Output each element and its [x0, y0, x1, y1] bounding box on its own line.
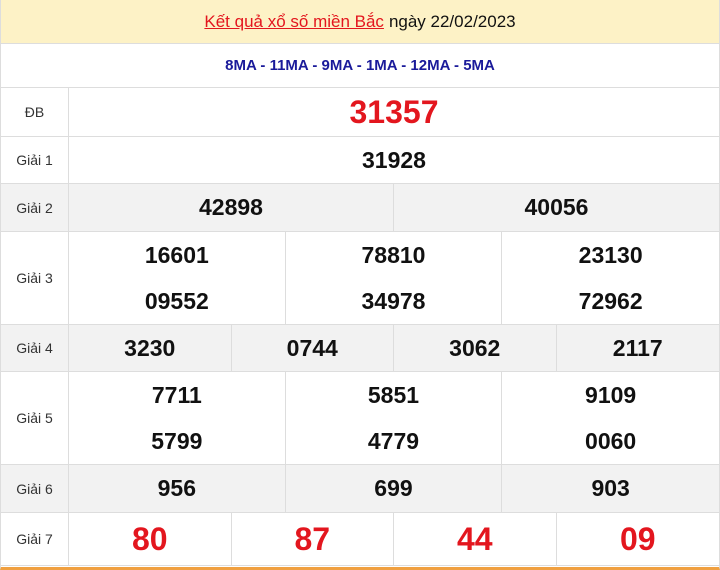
prize-row: Giải 2 42898 40056: [1, 184, 719, 232]
prize-number: 956: [69, 465, 286, 512]
special-codes: 8MA - 11MA - 9MA - 1MA - 12MA - 5MA: [1, 44, 719, 88]
prize-number: 34978: [286, 278, 503, 324]
prize-number: 903: [591, 475, 630, 501]
prize-number: 0060: [585, 427, 637, 454]
prize-row: Giải 6 956 699 903: [1, 465, 719, 513]
prize-number: 09: [619, 520, 656, 557]
prize-row: ĐB 31357: [1, 88, 719, 137]
prize-number: 87: [232, 513, 394, 565]
prize-row: Giải 1 31928: [1, 137, 719, 184]
prize-number: 9109: [585, 381, 637, 408]
prize-number: 3062: [394, 325, 557, 371]
prize-number: 2117: [612, 334, 663, 361]
header: Kết quả xổ số miền Bắc ngày 22/02/2023: [1, 0, 719, 44]
prize-number: 7711: [69, 372, 286, 418]
prize-number: 40056: [524, 194, 589, 220]
prize-row: Giải 4 3230 0744 3062 2117: [1, 325, 719, 372]
prize-row: Giải 3 16601 78810 23130 09552 34978 72962: [1, 232, 719, 325]
prize-label: Giải 3: [1, 232, 69, 324]
prize-number: 4779: [286, 418, 503, 464]
prize-number: 23130: [578, 241, 643, 268]
prize-number: 09552: [69, 278, 286, 324]
prize-number: 16601: [69, 232, 286, 278]
prize-number: 78810: [286, 232, 503, 278]
prize-label: Giải 4: [1, 325, 69, 371]
prize-number: 5799: [69, 418, 286, 464]
prize-row: Giải 5 7711 5851 9109 5799 4779 0060: [1, 372, 719, 465]
prize-row: Giải 7 80 87 44 09: [1, 513, 719, 566]
prize-label: ĐB: [1, 88, 69, 136]
prize-label: Giải 6: [1, 465, 69, 512]
prize-number: 699: [286, 465, 503, 512]
prize-number: 72962: [578, 287, 643, 314]
results-date: ngày 22/02/2023: [388, 11, 516, 31]
prize-number: 3230: [69, 325, 232, 371]
prize-number: 44: [394, 513, 557, 565]
prize-label: Giải 2: [1, 184, 69, 231]
prize-label: Giải 7: [1, 513, 69, 565]
prize-label: Giải 1: [1, 137, 69, 183]
prize-number: 31928: [362, 146, 426, 173]
prize-label: Giải 5: [1, 372, 69, 464]
prize-number: 31357: [349, 93, 439, 130]
prize-number: 0744: [232, 325, 394, 371]
prize-number: 42898: [69, 184, 394, 231]
prize-number: 5851: [286, 372, 503, 418]
results-title-link[interactable]: Kết quả xổ số miền Bắc: [204, 11, 384, 31]
prize-number: 80: [69, 513, 232, 565]
